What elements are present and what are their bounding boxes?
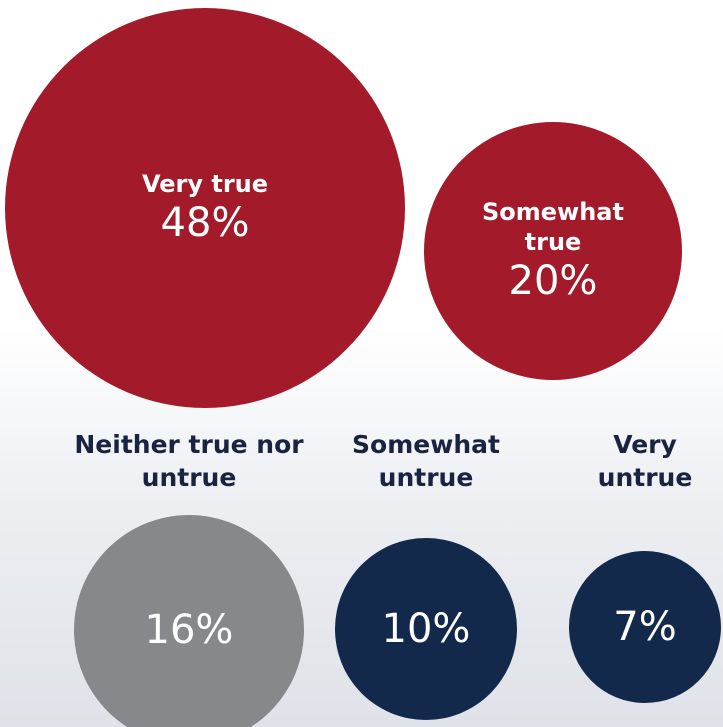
bubble: Somewhat true 20% xyxy=(423,121,683,381)
bubble: 10% xyxy=(334,537,518,721)
value-label: 16% xyxy=(144,606,234,653)
category-label: Somewhat untrue xyxy=(352,430,500,492)
category-label: Very untrue xyxy=(597,430,693,492)
bubble: Very true 48% xyxy=(5,8,405,408)
value-label: 10% xyxy=(381,605,471,652)
bubble: 16% xyxy=(73,514,305,727)
category-label: Very true xyxy=(141,170,269,198)
value-label: 48% xyxy=(160,200,250,246)
category-label: Neither true nor untrue xyxy=(74,430,304,492)
value-label: 7% xyxy=(613,603,677,650)
category-label: Somewhat true xyxy=(481,197,624,256)
bubble: 7% xyxy=(568,550,722,704)
value-label: 20% xyxy=(508,257,598,304)
